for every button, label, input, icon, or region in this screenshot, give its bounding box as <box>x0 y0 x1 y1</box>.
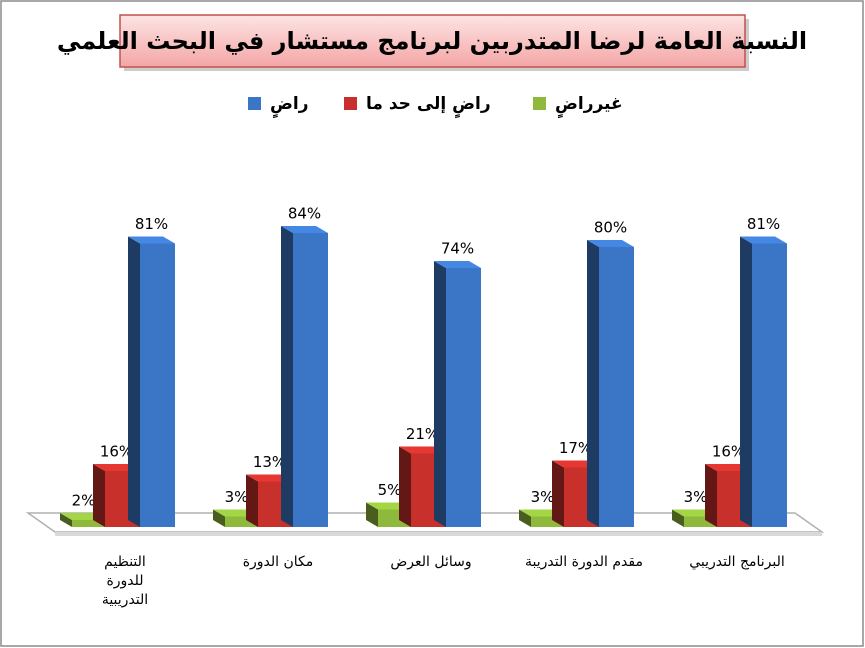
bar-side <box>366 502 378 527</box>
chart-title: النسبة العامة لرضا المتدربين لبرنامج مست… <box>57 27 807 55</box>
value-label: 21% <box>406 425 439 443</box>
floor-edge <box>55 532 822 536</box>
bar-side <box>740 236 752 527</box>
legend-swatch <box>344 97 357 110</box>
value-label: 2% <box>72 492 96 510</box>
bar <box>293 233 328 527</box>
bar-top <box>434 261 481 268</box>
x-tick-label: البرنامج التدريبي <box>689 554 785 570</box>
bar-side <box>246 474 258 527</box>
value-label: 17% <box>559 439 592 457</box>
bar <box>446 268 481 527</box>
bar-side <box>399 446 411 527</box>
bar-side <box>672 509 684 527</box>
value-label: 5% <box>378 481 402 499</box>
value-label: 84% <box>288 205 321 223</box>
bar-side <box>587 240 599 527</box>
bar <box>599 247 634 527</box>
bar-side <box>552 460 564 527</box>
value-label: 80% <box>594 219 627 237</box>
x-tick-label: مكان الدورة <box>242 554 314 570</box>
value-label: 13% <box>253 453 286 471</box>
bar <box>752 243 787 527</box>
bar-side <box>93 464 105 527</box>
value-label: 81% <box>135 215 168 233</box>
value-label: 81% <box>747 215 780 233</box>
value-label: 16% <box>712 443 745 461</box>
bar-side <box>519 509 531 527</box>
bar-top <box>587 240 634 247</box>
bar-side <box>213 509 225 527</box>
bar-side <box>434 261 446 527</box>
legend-swatch <box>248 97 261 110</box>
bar-side <box>705 464 717 527</box>
x-tick-label: وسائل العرض <box>390 554 472 570</box>
x-tick-label: التنظيم للدورة التدريبية <box>101 554 149 608</box>
x-tick-label: مقدم الدورة التدريبة <box>525 554 643 570</box>
bar <box>72 520 107 527</box>
bar-side <box>281 226 293 527</box>
legend-swatch <box>533 97 546 110</box>
value-label: 3% <box>531 488 555 506</box>
bar-side <box>128 236 140 527</box>
value-label: 74% <box>441 240 474 258</box>
bar <box>140 243 175 527</box>
bar <box>531 516 566 527</box>
value-label: 3% <box>684 488 708 506</box>
bar-top <box>281 226 328 233</box>
title-box <box>119 14 746 68</box>
bar-side <box>60 513 72 527</box>
bar-top <box>740 236 787 244</box>
value-label: 16% <box>100 443 133 461</box>
bar <box>225 516 260 527</box>
value-label: 3% <box>225 488 249 506</box>
bar-top <box>128 236 175 244</box>
bar <box>684 516 719 527</box>
